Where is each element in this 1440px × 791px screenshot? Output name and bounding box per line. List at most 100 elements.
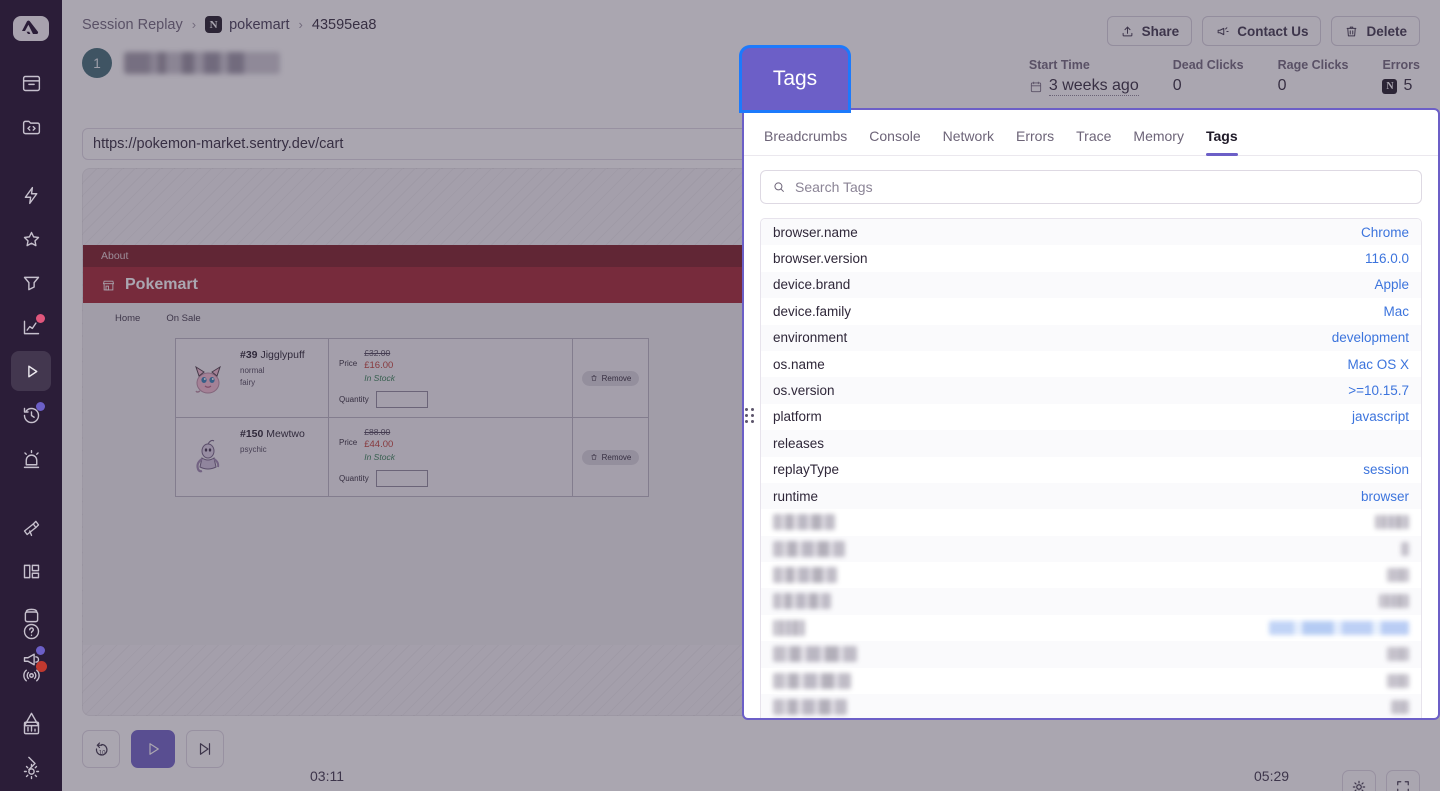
sidebar-item-releases[interactable] [11, 595, 51, 635]
tag-row: device.family Mac [761, 298, 1421, 325]
tag-key-redacted [773, 567, 837, 584]
tag-value[interactable]: Mac [1383, 303, 1409, 319]
share-button[interactable]: Share [1106, 16, 1193, 46]
quantity-input[interactable] [375, 470, 428, 487]
sidebar-item-starred[interactable] [11, 219, 51, 259]
tab-memory[interactable]: Memory [1133, 128, 1184, 144]
tag-key-redacted [773, 646, 857, 663]
sidebar-item-help[interactable] [11, 611, 51, 651]
breadcrumb-project[interactable]: N pokemart [205, 16, 290, 33]
tag-value[interactable]: Apple [1374, 277, 1409, 293]
tag-row: os.version >=10.15.7 [761, 377, 1421, 404]
product-price-cell: Price £32.00 £16.00 In Stock Quantity [328, 339, 572, 417]
tag-value-redacted [1379, 594, 1409, 609]
notification-dot [36, 646, 45, 655]
tab-console[interactable]: Console [869, 128, 921, 144]
tags-panel: Breadcrumbs Console Network Errors Trace… [742, 108, 1440, 720]
delete-button[interactable]: Delete [1331, 16, 1420, 46]
tag-key: device.brand [773, 277, 851, 293]
stat-errors: Errors N 5 [1382, 58, 1420, 96]
skip-next-icon [199, 743, 211, 755]
tag-key: environment [773, 330, 848, 346]
tag-value[interactable]: session [1363, 462, 1409, 478]
tag-value[interactable]: Mac OS X [1347, 356, 1409, 372]
tab-trace[interactable]: Trace [1076, 128, 1112, 144]
tag-key-redacted [773, 619, 805, 636]
tag-key-redacted [773, 699, 847, 716]
tag-value[interactable]: browser [1360, 488, 1409, 504]
product-type: psychic [240, 445, 267, 454]
tag-row: device.brand Apple [761, 271, 1421, 299]
megaphone-icon [23, 653, 39, 665]
tab-errors[interactable]: Errors [1016, 128, 1055, 144]
contact-us-button-label: Contact Us [1237, 23, 1309, 39]
sidebar-item-projects[interactable] [11, 107, 51, 147]
sidebar-item-discover[interactable] [11, 507, 51, 547]
rewind-10-button[interactable]: 10 [82, 730, 120, 768]
tag-value-redacted [1387, 568, 1409, 583]
tab-tags[interactable]: Tags [1205, 128, 1238, 156]
sidebar-item-user-feedback[interactable] [11, 639, 51, 679]
fullscreen-button[interactable] [1386, 770, 1420, 791]
tags-panel-title-chip[interactable]: Tags [742, 48, 848, 110]
sidebar-item-whats-new[interactable] [11, 655, 51, 695]
errors-value-wrap: N 5 [1382, 77, 1420, 95]
panel-drag-handle[interactable] [745, 408, 755, 426]
cart-table: #39 Jigglypuff normal fairy Price £32.00 … [175, 338, 649, 497]
next-button[interactable] [186, 730, 224, 768]
sidebar-item-replays[interactable] [11, 351, 51, 391]
tag-key-redacted [773, 514, 835, 531]
history-clock-icon [23, 407, 39, 423]
play-button[interactable] [131, 730, 175, 768]
tag-value-redacted [1387, 647, 1409, 662]
stat-label: Errors [1382, 58, 1420, 72]
tag-value[interactable]: >=10.15.7 [1348, 383, 1409, 399]
tab-network[interactable]: Network [942, 128, 994, 144]
tag-value[interactable]: Chrome [1360, 224, 1409, 240]
site-about-link[interactable]: About [101, 250, 129, 262]
tag-value[interactable]: javascript [1351, 409, 1409, 425]
sidebar-item-performance[interactable] [11, 175, 51, 215]
breadcrumb-root[interactable]: Session Replay [82, 16, 183, 33]
tag-row-redacted [761, 509, 1421, 535]
sidebar-item-insights[interactable] [11, 263, 51, 303]
sidebar-item-alerts[interactable] [11, 439, 51, 479]
product-name-cell: #39 Jigglypuff normal fairy [240, 339, 328, 417]
layout-grid-icon [23, 564, 39, 578]
sidebar-item-dashboards-grid[interactable] [11, 551, 51, 591]
remove-button[interactable]: Remove [581, 449, 640, 465]
tag-value[interactable]: development [1331, 330, 1409, 346]
sidebar-item-dashboards[interactable] [11, 307, 51, 347]
remove-button[interactable]: Remove [581, 370, 640, 386]
site-nav-on-sale[interactable]: On Sale [166, 313, 201, 324]
sidebar-item-stats[interactable] [11, 707, 51, 747]
tag-key: browser.version [773, 251, 868, 267]
sidebar-item-crons[interactable] [11, 395, 51, 435]
svg-text:10: 10 [99, 750, 106, 756]
tag-key-redacted [773, 540, 845, 557]
replay-10-icon: 10 [95, 742, 108, 756]
sidebar-expand-button[interactable] [11, 743, 51, 783]
tab-breadcrumbs[interactable]: Breadcrumbs [764, 128, 848, 144]
sidebar-item-issues[interactable] [11, 63, 51, 103]
settings-button[interactable] [1342, 770, 1376, 791]
sentry-logo-icon[interactable] [13, 16, 49, 41]
product-image [176, 418, 240, 496]
fullscreen-icon [1397, 781, 1409, 791]
gear-icon [1352, 780, 1366, 791]
product-type: fairy [240, 378, 256, 387]
sidebar-item-settings[interactable] [11, 751, 51, 791]
search-tags-input[interactable]: Search Tags [760, 170, 1422, 204]
question-circle-icon [23, 623, 39, 639]
quantity-input[interactable] [375, 391, 428, 408]
tag-row-redacted [761, 535, 1421, 563]
start-time-value[interactable]: 3 weeks ago [1048, 77, 1139, 96]
sidebar-item-service-status[interactable] [11, 699, 51, 739]
tag-row-redacted [761, 615, 1421, 641]
product-name: Jigglypuff [260, 349, 305, 361]
site-nav-home[interactable]: Home [115, 313, 141, 324]
trash-icon [591, 454, 596, 460]
broadcast-icon [22, 669, 40, 681]
tag-value[interactable]: 116.0.0 [1364, 251, 1409, 267]
contact-us-button[interactable]: Contact Us [1202, 16, 1322, 46]
